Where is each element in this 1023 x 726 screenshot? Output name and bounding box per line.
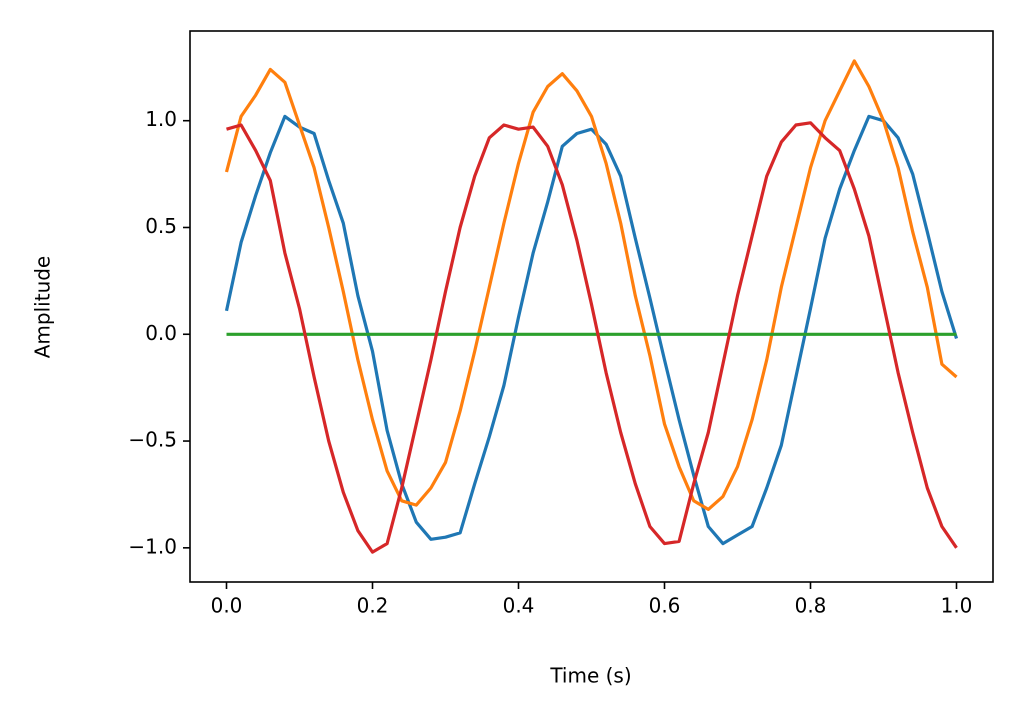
y-axis-label: Amplitude (31, 256, 55, 359)
y-tick-label: 1.0 (145, 107, 177, 131)
x-tick-label: 0.8 (795, 594, 827, 618)
series-line (224, 114, 959, 546)
y-tick-label: 0.0 (145, 321, 177, 345)
y-tick-label: 0.5 (145, 214, 177, 238)
x-tick-label: 0.0 (211, 594, 243, 618)
y-tick-label: −1.0 (128, 534, 177, 558)
x-tick-label: 0.2 (357, 594, 389, 618)
x-tick-label: 0.4 (503, 594, 535, 618)
x-tick-label: 1.0 (941, 594, 973, 618)
x-axis-label: Time (s) (549, 664, 631, 688)
x-tick-label: 0.6 (649, 594, 681, 618)
series-line (224, 59, 958, 511)
y-tick-label: −0.5 (128, 428, 177, 452)
plot-frame (189, 30, 994, 583)
series-line (226, 121, 958, 554)
